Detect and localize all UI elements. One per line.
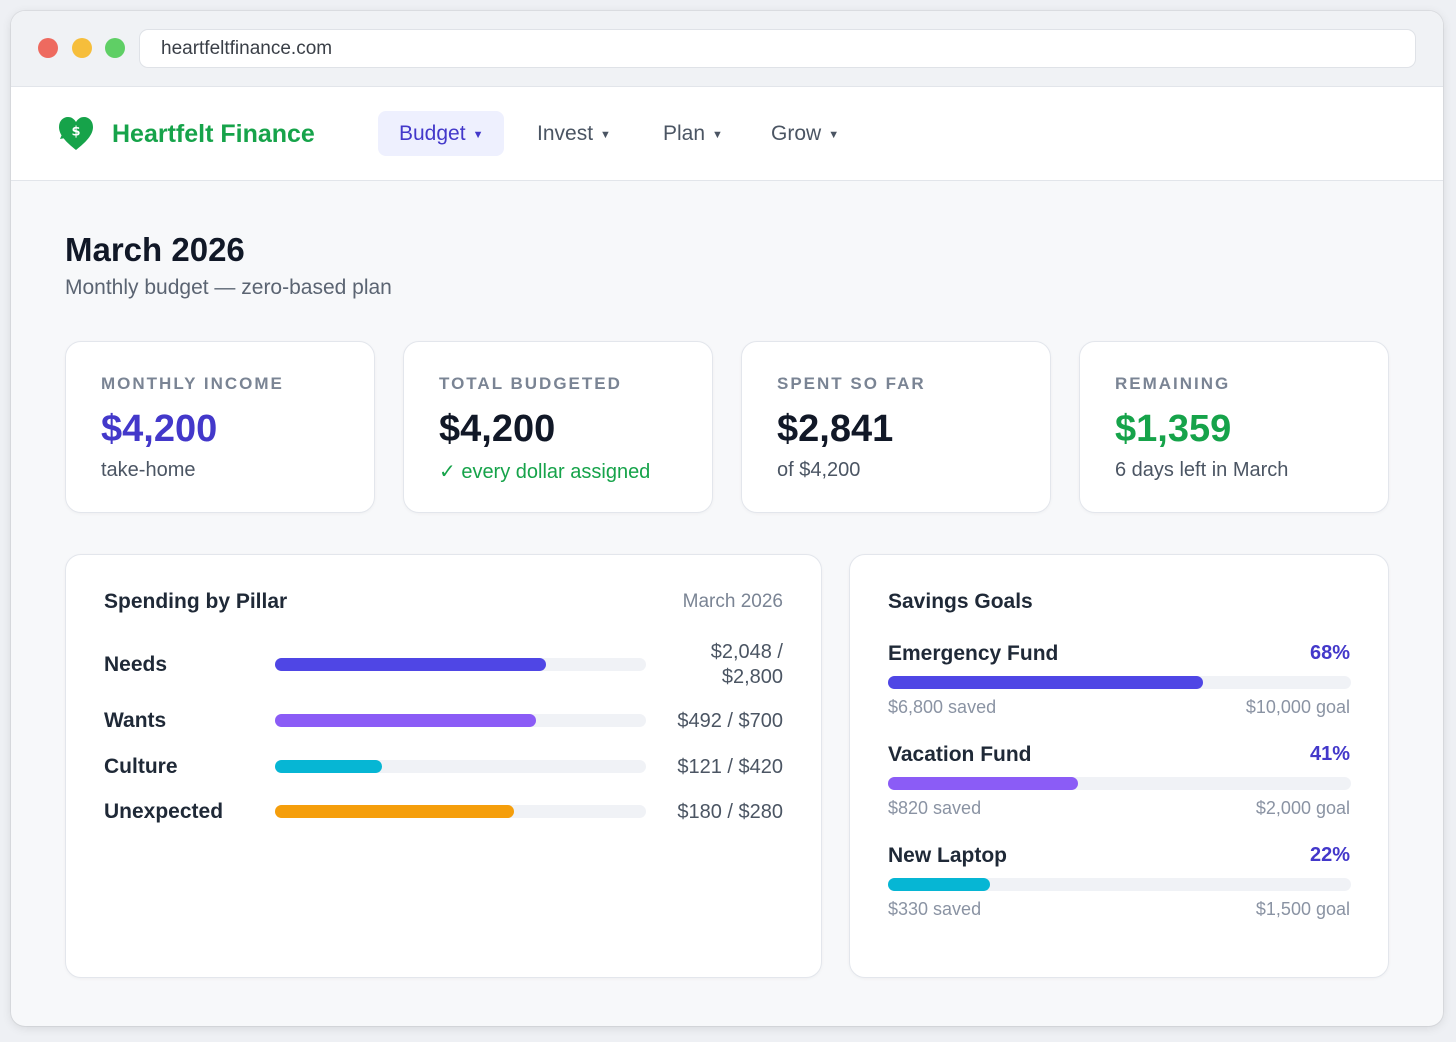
spending-by-pillar-panel: Spending by Pillar March 2026 Needs $2,0… bbox=[65, 554, 822, 978]
stat-sub: of $4,200 bbox=[777, 459, 861, 481]
nav-plan-label: Plan bbox=[663, 122, 706, 145]
nav-budget-label: Budget bbox=[399, 122, 466, 145]
stat-value: $2,841 bbox=[777, 408, 894, 450]
pillar-name: Unexpected bbox=[104, 800, 224, 823]
stat-label: MONTHLY INCOME bbox=[101, 374, 284, 393]
page-subtitle: Monthly budget — zero-based plan bbox=[65, 276, 392, 299]
pillar-amount: $2,048 / $2,800 bbox=[653, 640, 783, 690]
pillar-amount: $121 / $420 bbox=[677, 756, 783, 778]
panel-title: Spending by Pillar bbox=[104, 590, 288, 613]
stat-sub: take-home bbox=[101, 459, 196, 481]
stat-value: $1,359 bbox=[1115, 408, 1232, 450]
pillar-amount-line: $2,048 / bbox=[710, 641, 783, 663]
pillar-progress-track bbox=[275, 805, 646, 818]
pillar-progress-fill bbox=[275, 714, 536, 727]
caret-down-icon: ▼ bbox=[712, 129, 723, 141]
goal-progress-fill bbox=[888, 878, 990, 891]
stat-card-spent: SPENT SO FAR $2,841 of $4,200 bbox=[741, 341, 1051, 513]
nav-grow-label: Grow bbox=[771, 122, 822, 145]
savings-goals-panel: Savings Goals Emergency Fund 68% $6,800 … bbox=[849, 554, 1389, 978]
page-title: March 2026 bbox=[65, 231, 245, 268]
pillar-progress-fill bbox=[275, 760, 382, 773]
stat-card-budgeted: TOTAL BUDGETED $4,200 ✓ every dollar ass… bbox=[403, 341, 713, 513]
maximize-window-button[interactable] bbox=[105, 38, 125, 58]
goal-saved: $820 saved bbox=[888, 798, 982, 818]
close-window-button[interactable] bbox=[38, 38, 58, 58]
stat-value: $4,200 bbox=[439, 408, 556, 450]
pillar-progress-track bbox=[275, 658, 646, 671]
goal-saved: $6,800 saved bbox=[888, 697, 997, 717]
pillar-amount-line: $2,800 bbox=[721, 666, 783, 688]
goal-progress-track bbox=[888, 777, 1351, 790]
pillar-name: Wants bbox=[104, 709, 167, 732]
goal-progress-track bbox=[888, 676, 1351, 689]
caret-down-icon: ▼ bbox=[828, 129, 840, 141]
pillar-amount: $492 / $700 bbox=[677, 710, 783, 732]
goal-name: Emergency Fund bbox=[888, 642, 1059, 665]
goal-percent: 22% bbox=[1309, 844, 1350, 866]
caret-down-icon: ▼ bbox=[472, 129, 484, 141]
goal-percent: 68% bbox=[1309, 642, 1350, 664]
goal-progress-fill bbox=[888, 777, 1078, 790]
pillar-progress-fill bbox=[275, 658, 547, 671]
stat-sub: ✓ every dollar assigned bbox=[439, 461, 651, 483]
svg-text:$: $ bbox=[71, 125, 80, 140]
browser-window: heartfeltfinance.com $ Heartfelt Finance… bbox=[11, 11, 1443, 1026]
nav-plan[interactable]: Plan ▼ bbox=[642, 111, 744, 156]
minimize-window-button[interactable] bbox=[72, 38, 92, 58]
nav-budget[interactable]: Budget ▼ bbox=[378, 111, 505, 156]
pillar-progress-track bbox=[275, 714, 646, 727]
nav-grow[interactable]: Grow ▼ bbox=[750, 111, 860, 156]
pillar-progress-fill bbox=[275, 805, 514, 818]
nav-invest-label: Invest bbox=[537, 122, 594, 145]
stat-value: $4,200 bbox=[101, 408, 218, 450]
stat-label: SPENT SO FAR bbox=[777, 374, 926, 393]
goal-target: $1,500 goal bbox=[1255, 899, 1350, 919]
address-bar[interactable]: heartfeltfinance.com bbox=[139, 29, 1416, 68]
goal-target: $2,000 goal bbox=[1255, 798, 1350, 818]
stat-label: REMAINING bbox=[1115, 374, 1231, 393]
goal-name: New Laptop bbox=[888, 844, 1007, 867]
stat-label: TOTAL BUDGETED bbox=[439, 374, 622, 393]
brand-name[interactable]: Heartfelt Finance bbox=[112, 120, 315, 148]
caret-down-icon: ▼ bbox=[600, 129, 611, 141]
heart-dollar-icon[interactable]: $ bbox=[58, 117, 94, 151]
pillar-progress-track bbox=[275, 760, 646, 773]
panel-date: March 2026 bbox=[682, 591, 783, 612]
pillar-amount: $180 / $280 bbox=[677, 801, 783, 823]
stat-sub: 6 days left in March bbox=[1115, 459, 1289, 481]
nav-invest[interactable]: Invest ▼ bbox=[516, 111, 632, 156]
stat-card-remaining: REMAINING $1,359 6 days left in March bbox=[1079, 341, 1389, 513]
pillar-name: Needs bbox=[104, 653, 168, 676]
goal-saved: $330 saved bbox=[888, 899, 982, 919]
goal-progress-track bbox=[888, 878, 1351, 891]
pillar-name: Culture bbox=[104, 755, 178, 778]
top-navbar: $ Heartfelt Finance Budget ▼ Invest ▼ Plan… bbox=[11, 87, 1443, 181]
panel-title: Savings Goals bbox=[888, 590, 1033, 613]
browser-titlebar: heartfeltfinance.com bbox=[11, 11, 1443, 87]
goal-target: $10,000 goal bbox=[1245, 697, 1350, 717]
goal-name: Vacation Fund bbox=[888, 743, 1032, 766]
stat-card-income: MONTHLY INCOME $4,200 take-home bbox=[65, 341, 375, 513]
goal-progress-fill bbox=[888, 676, 1203, 689]
goal-percent: 41% bbox=[1309, 743, 1350, 765]
